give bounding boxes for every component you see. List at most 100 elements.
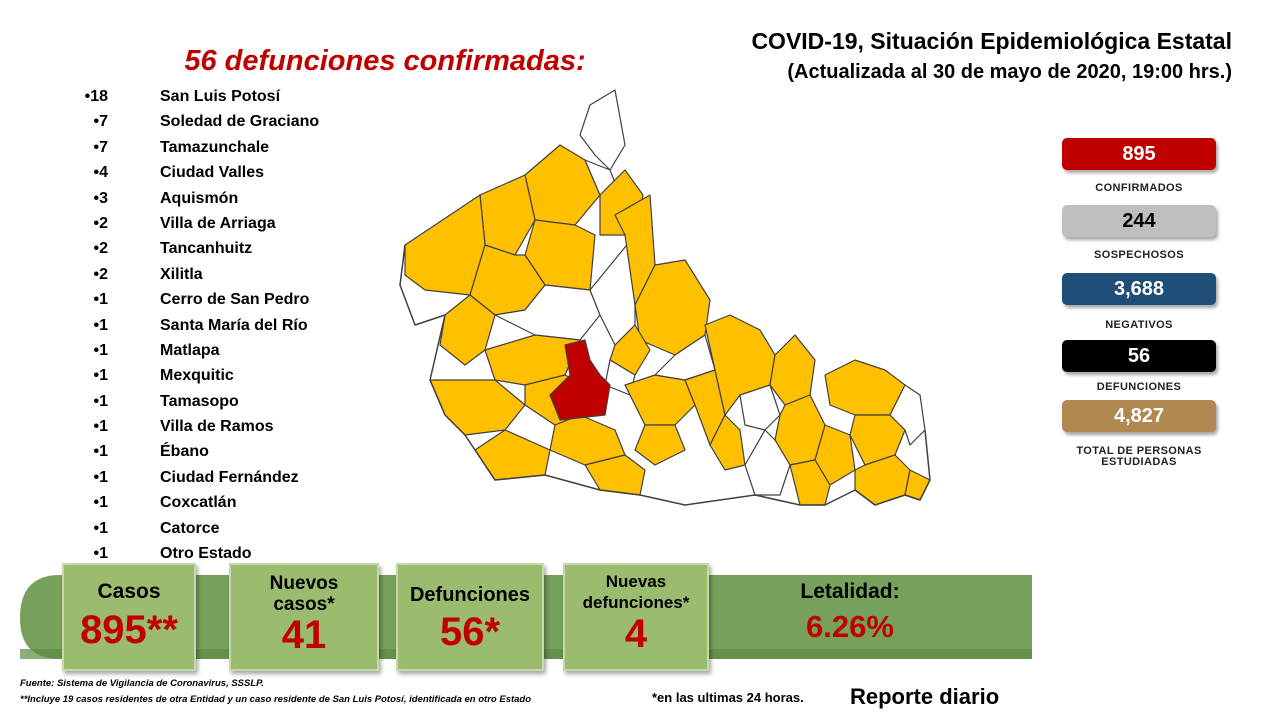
new-deaths-value: 4 [624,612,648,656]
stat-label-line: CONFIRMADOS [1095,182,1183,194]
death-list-item: 2 Tancanhuitz [60,240,390,265]
death-list-item: 1 Mexquitic [60,367,390,392]
municipality-shape [634,424,686,466]
death-list-item: 7 Tamazunchale [60,139,390,164]
municipality-name: San Luis Potosí [160,88,281,105]
stat-label: SOSPECHOSOS [1040,250,1238,261]
death-count: 1 [60,545,108,563]
municipality-name: Coxcatlán [160,494,237,512]
lethality-value: 6.26% [806,609,894,644]
death-count: 1 [60,469,108,487]
stat-label: NEGATIVOS [1040,320,1238,331]
cases-note: **Incluye 19 casos residentes de otra En… [20,694,532,705]
death-count: 1 [60,393,108,411]
footnotes: Fuente: Sistema de Vigilancia de Coronav… [20,676,531,708]
municipality-shape [739,384,781,431]
municipality-shape [404,194,486,296]
stat-value-box: 895 [1062,138,1216,170]
stat-label-line: TOTAL DE PERSONAS [1076,445,1202,457]
municipality-name: Mexquitic [160,367,234,385]
municipality-name: Xilitla [160,265,203,283]
municipality-shape [429,379,526,436]
stat-label-line-2: ESTUDIADAS [1101,456,1177,468]
death-list-item: 7 Soledad de Graciano [60,113,390,138]
death-list-item: 2 Villa de Arriaga [60,215,390,240]
death-list-item: 1 Ciudad Fernández [60,469,390,494]
death-count: 2 [60,266,108,284]
municipality-name: Aquismón [160,189,239,207]
death-count: 4 [60,164,108,182]
municipality-shape [769,334,816,406]
new-deaths-label-2: defunciones* [582,593,690,612]
death-list-item: 1 Santa María del Río [60,317,390,342]
death-count: 1 [60,291,108,309]
death-count: 1 [60,443,108,461]
municipality-name: Villa de Ramos [160,418,274,436]
stat-label-line: NEGATIVOS [1105,319,1173,331]
death-list-item: 1 Catorce [60,520,390,545]
municipality-name: Ciudad Valles [160,164,265,182]
death-count: 1 [60,520,108,538]
deaths-list: 18 San Luis Potosí 7 Soledad de Graciano 7 Ta… [60,88,390,570]
deaths-card-label: Defunciones [409,584,531,606]
page-subtitle: (Actualizada al 30 de mayo de 2020, 19:0… [787,61,1232,83]
death-count: 2 [60,240,108,258]
deaths-card-value: 56* [439,610,501,654]
death-count: 1 [60,367,108,385]
new-deaths-card: Nuevas defunciones* 4 [563,563,709,671]
stat-value-box: 3,688 [1062,273,1216,305]
municipality-name: Tamazunchale [160,138,270,156]
municipality-name: Otro Estado [160,545,252,563]
municipality-shape [579,89,626,171]
cases-value: 895** [80,608,178,652]
state-outline [399,244,931,506]
municipality-name: Matlapa [160,341,220,359]
death-count: 1 [60,342,108,360]
municipality-name: Soledad de Graciano [160,113,320,131]
death-count: 2 [60,215,108,233]
lethality-label: Letalidad: [800,580,900,603]
municipality-shape [709,414,746,471]
municipality-name: Santa María del Río [160,316,308,334]
death-list-item: 1 Otro Estado [60,545,390,570]
death-list-item: 18 San Luis Potosí [60,88,390,113]
new-cases-label-2: casos* [273,594,335,615]
municipality-name: Cerro de San Pedro [160,291,310,309]
municipality-shape [824,359,906,416]
death-list-item: 1 Cerro de San Pedro [60,291,390,316]
death-count: 7 [60,113,108,131]
stat-label-line: SOSPECHOSOS [1094,249,1184,261]
death-list-item: 1 Matlapa [60,342,390,367]
death-count: 1 [60,494,108,512]
daily-report-label: Reporte diario [850,684,1000,709]
municipality-name: Tamasopo [160,392,239,410]
municipality-shape [479,174,536,256]
new-cases-value: 41 [281,613,327,657]
municipality-highest-shape [549,339,611,421]
source-note: Fuente: Sistema de Vigilancia de Coronav… [20,678,264,689]
death-list-item: 1 Tamasopo [60,393,390,418]
municipality-shape [584,454,646,496]
deaths-heading: 56 defunciones confirmadas: [184,45,586,77]
death-list-item: 3 Aquismón [60,190,390,215]
stat-value-box: 244 [1062,205,1216,237]
death-count: 7 [60,139,108,157]
cases-label: Casos [97,580,161,603]
death-list-item: 1 Villa de Ramos [60,418,390,443]
municipality-shape [474,429,551,481]
new-cases-card: Nuevos casos* 41 [229,563,379,671]
last-24h-note: *en las ultimas 24 horas. [652,690,804,705]
death-list-item: 1 Coxcatlán [60,494,390,519]
page-title: COVID-19, Situación Epidemiológica Estat… [751,28,1232,54]
municipality-shape [789,459,831,506]
death-list-item: 2 Xilitla [60,266,390,291]
municipality-name: Villa de Arriaga [160,214,276,232]
municipality-name: Tancanhuitz [160,240,253,258]
new-deaths-label-1: Nuevas [605,572,667,591]
municipality-shape [624,374,696,426]
stat-value-box: 56 [1062,340,1216,372]
death-list-item: 1 Ébano [60,443,390,468]
cases-card: Casos 895** [62,563,196,671]
state-map [399,89,931,506]
death-list-item: 4 Ciudad Valles [60,164,390,189]
